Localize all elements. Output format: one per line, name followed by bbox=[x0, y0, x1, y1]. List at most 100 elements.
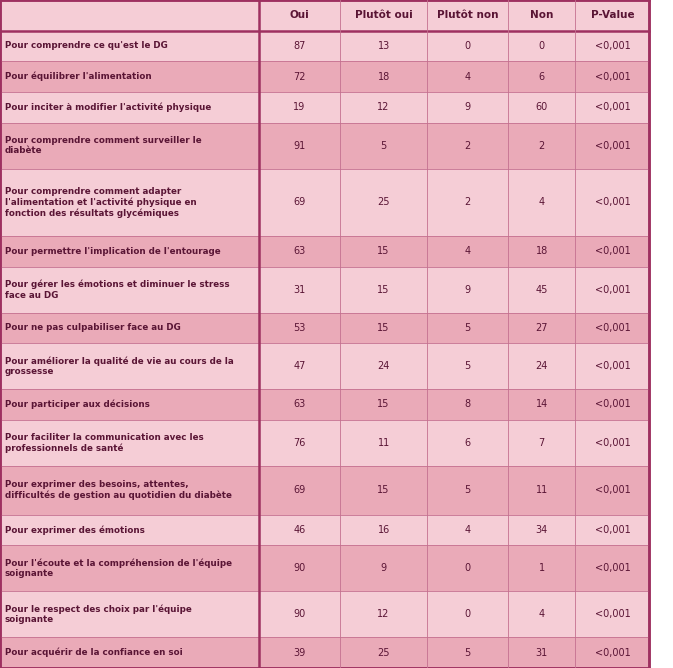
Text: 2: 2 bbox=[464, 140, 471, 150]
Text: <0,001: <0,001 bbox=[594, 563, 631, 573]
Text: 5: 5 bbox=[464, 361, 471, 371]
Text: 69: 69 bbox=[293, 197, 306, 207]
Bar bbox=[0, 122, 649, 168]
Text: <0,001: <0,001 bbox=[594, 323, 631, 333]
Bar bbox=[0, 61, 649, 92]
Text: 76: 76 bbox=[293, 438, 306, 448]
Text: 24: 24 bbox=[378, 361, 390, 371]
Bar bbox=[0, 0, 649, 31]
Text: 15: 15 bbox=[378, 246, 390, 257]
Bar bbox=[0, 267, 649, 313]
Bar bbox=[0, 236, 649, 267]
Text: <0,001: <0,001 bbox=[594, 648, 631, 658]
Text: Pour faciliter la communication avec les
professionnels de santé: Pour faciliter la communication avec les… bbox=[5, 433, 203, 453]
Text: <0,001: <0,001 bbox=[594, 71, 631, 81]
Text: 60: 60 bbox=[536, 102, 548, 112]
Text: 13: 13 bbox=[378, 41, 390, 51]
Text: 4: 4 bbox=[464, 525, 471, 535]
Bar bbox=[0, 343, 649, 389]
Text: 19: 19 bbox=[293, 102, 306, 112]
Text: Non: Non bbox=[530, 10, 553, 20]
Text: 4: 4 bbox=[464, 246, 471, 257]
Text: 2: 2 bbox=[538, 140, 545, 150]
Text: 25: 25 bbox=[378, 197, 390, 207]
Text: <0,001: <0,001 bbox=[594, 525, 631, 535]
Text: Pour exprimer des émotions: Pour exprimer des émotions bbox=[5, 525, 145, 535]
Text: 0: 0 bbox=[464, 609, 471, 619]
Text: 14: 14 bbox=[536, 399, 548, 409]
Text: 15: 15 bbox=[378, 285, 390, 295]
Text: Pour acquérir de la confiance en soi: Pour acquérir de la confiance en soi bbox=[5, 648, 182, 657]
Text: Pour le respect des choix par l'équipe
soignante: Pour le respect des choix par l'équipe s… bbox=[5, 605, 191, 625]
Text: 24: 24 bbox=[536, 361, 548, 371]
Text: Pour l'écoute et la compréhension de l'équipe
soignante: Pour l'écoute et la compréhension de l'é… bbox=[5, 558, 232, 578]
Text: 9: 9 bbox=[464, 285, 471, 295]
Text: 4: 4 bbox=[538, 609, 545, 619]
Text: Pour participer aux décisions: Pour participer aux décisions bbox=[5, 399, 149, 409]
Text: Pour comprendre comment adapter
l'alimentation et l'activité physique en
fonctio: Pour comprendre comment adapter l'alimen… bbox=[5, 187, 197, 218]
Bar bbox=[0, 591, 649, 637]
Text: <0,001: <0,001 bbox=[594, 485, 631, 495]
Text: 27: 27 bbox=[536, 323, 548, 333]
Text: 5: 5 bbox=[380, 140, 387, 150]
Text: 15: 15 bbox=[378, 399, 390, 409]
Text: 7: 7 bbox=[538, 438, 545, 448]
Bar bbox=[0, 389, 649, 420]
Text: 31: 31 bbox=[536, 648, 548, 658]
Text: <0,001: <0,001 bbox=[594, 102, 631, 112]
Text: 91: 91 bbox=[293, 140, 306, 150]
Text: 18: 18 bbox=[536, 246, 548, 257]
Text: 9: 9 bbox=[464, 102, 471, 112]
Text: <0,001: <0,001 bbox=[594, 246, 631, 257]
Text: 1: 1 bbox=[538, 563, 545, 573]
Text: 4: 4 bbox=[538, 197, 545, 207]
Text: 2: 2 bbox=[464, 197, 471, 207]
Text: P-Value: P-Value bbox=[591, 10, 634, 20]
Text: Plutôt oui: Plutôt oui bbox=[355, 10, 413, 20]
Text: 6: 6 bbox=[464, 438, 471, 448]
Text: <0,001: <0,001 bbox=[594, 41, 631, 51]
Text: Oui: Oui bbox=[289, 10, 310, 20]
Text: 69: 69 bbox=[293, 485, 306, 495]
Text: Plutôt non: Plutôt non bbox=[437, 10, 499, 20]
Text: 11: 11 bbox=[536, 485, 548, 495]
Bar bbox=[0, 313, 649, 343]
Text: Pour ne pas culpabiliser face au DG: Pour ne pas culpabiliser face au DG bbox=[5, 323, 180, 333]
Text: 25: 25 bbox=[378, 648, 390, 658]
Bar bbox=[0, 546, 649, 591]
Text: 4: 4 bbox=[464, 71, 471, 81]
Text: 90: 90 bbox=[293, 563, 306, 573]
Text: <0,001: <0,001 bbox=[594, 438, 631, 448]
Text: 39: 39 bbox=[293, 648, 306, 658]
Text: 15: 15 bbox=[378, 323, 390, 333]
Text: 8: 8 bbox=[464, 399, 471, 409]
Text: Pour améliorer la qualité de vie au cours de la
grossesse: Pour améliorer la qualité de vie au cour… bbox=[5, 356, 234, 376]
Text: <0,001: <0,001 bbox=[594, 361, 631, 371]
Text: 45: 45 bbox=[536, 285, 548, 295]
Text: 9: 9 bbox=[380, 563, 387, 573]
Text: 0: 0 bbox=[464, 41, 471, 51]
Text: 31: 31 bbox=[293, 285, 306, 295]
Text: 87: 87 bbox=[293, 41, 306, 51]
Text: 6: 6 bbox=[538, 71, 545, 81]
Text: <0,001: <0,001 bbox=[594, 140, 631, 150]
Bar bbox=[0, 168, 649, 236]
Text: 5: 5 bbox=[464, 648, 471, 658]
Text: 90: 90 bbox=[293, 609, 306, 619]
Text: <0,001: <0,001 bbox=[594, 399, 631, 409]
Bar bbox=[0, 92, 649, 122]
Text: Pour comprendre ce qu'est le DG: Pour comprendre ce qu'est le DG bbox=[5, 41, 168, 51]
Text: 15: 15 bbox=[378, 485, 390, 495]
Text: 0: 0 bbox=[538, 41, 545, 51]
Text: Pour exprimer des besoins, attentes,
difficultés de gestion au quotidien du diab: Pour exprimer des besoins, attentes, dif… bbox=[5, 480, 232, 500]
Text: 16: 16 bbox=[378, 525, 390, 535]
Bar bbox=[0, 466, 649, 515]
Bar bbox=[0, 637, 649, 668]
Text: Pour équilibrer l'alimentation: Pour équilibrer l'alimentation bbox=[5, 72, 151, 81]
Text: 53: 53 bbox=[293, 323, 306, 333]
Text: <0,001: <0,001 bbox=[594, 609, 631, 619]
Bar bbox=[0, 420, 649, 466]
Text: 12: 12 bbox=[378, 609, 390, 619]
Text: 46: 46 bbox=[293, 525, 306, 535]
Text: 0: 0 bbox=[464, 563, 471, 573]
